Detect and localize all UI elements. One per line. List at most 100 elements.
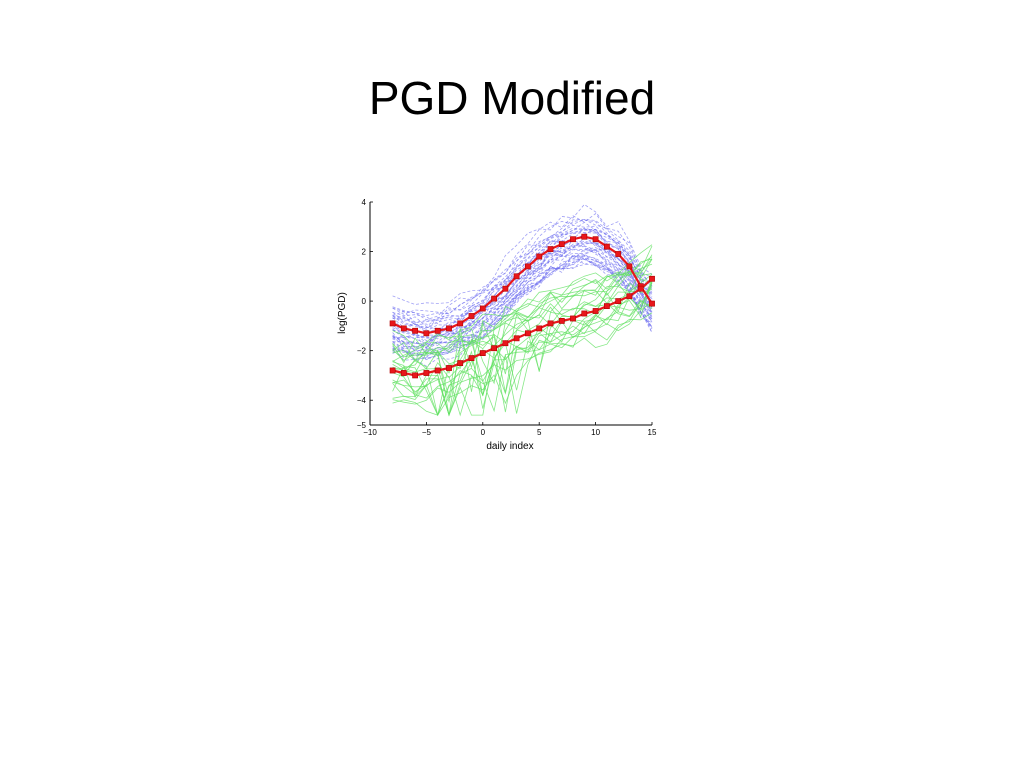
y-tick-label: −4 (357, 396, 367, 405)
x-tick-label: −10 (363, 428, 377, 437)
series-point (434, 367, 441, 374)
series-point (615, 298, 622, 304)
bundle-line (392, 263, 653, 416)
series-point (525, 330, 531, 337)
series-point (400, 325, 407, 332)
series-point (446, 365, 452, 371)
series-point (536, 253, 543, 260)
series-point (558, 318, 565, 324)
bundle-line (392, 240, 653, 342)
series-point (389, 367, 396, 374)
bundle-layer (392, 203, 653, 417)
bundle-line (392, 278, 653, 393)
mean-series-line (392, 235, 653, 335)
bundle-line (392, 249, 653, 352)
x-tick-label: 15 (648, 428, 657, 437)
bundle-line (392, 282, 653, 393)
series-point (525, 263, 531, 270)
chart-figure: −10 −5 0 5 10 15 −5 −4 −2 0 2 4 daily index log(PGD… (330, 190, 670, 460)
series-point (592, 308, 599, 314)
bundle-line (392, 244, 653, 349)
bundle-line (392, 282, 653, 417)
y-tick-label: 2 (362, 248, 367, 257)
bundle-line (392, 242, 653, 346)
x-tick-label: 10 (591, 428, 600, 437)
bundle-line (392, 219, 653, 315)
x-axis-label: daily index (486, 441, 533, 452)
series-point (491, 345, 497, 352)
y-tick-label: 4 (362, 198, 367, 207)
series-point (457, 360, 464, 366)
bundle-line (392, 281, 653, 417)
y-tick-label: −5 (357, 421, 367, 430)
bundle-line (392, 299, 653, 413)
bundle-line (392, 257, 653, 360)
series-point (649, 275, 655, 282)
bundle-line (392, 203, 653, 305)
bundle-line (392, 228, 653, 332)
series-point (491, 295, 497, 302)
bundle-line (392, 300, 653, 417)
series-point (446, 325, 452, 332)
bundle-line (392, 227, 653, 330)
bundle-line (392, 213, 653, 321)
series-point (603, 243, 610, 250)
series-point (412, 327, 418, 334)
bundle-line (392, 247, 653, 348)
bundle-line (392, 254, 653, 362)
bundle-line (392, 255, 653, 360)
series-point (547, 246, 554, 252)
series-point (468, 313, 475, 319)
bundle-line (392, 219, 653, 317)
bundle-line (392, 260, 653, 367)
series-point (637, 285, 644, 292)
x-tick-label: 0 (481, 428, 486, 437)
series-point (423, 330, 430, 337)
y-tick-label: −2 (357, 347, 367, 356)
bundle-line (392, 239, 653, 350)
series-point (457, 320, 464, 327)
series-point (434, 327, 441, 334)
series-point (592, 236, 599, 243)
series-layer (389, 233, 655, 379)
series-point (412, 372, 418, 379)
series-point (570, 315, 576, 322)
x-tick-label: 5 (537, 428, 542, 437)
series-point (603, 303, 610, 309)
bundle-line (392, 219, 653, 323)
bundle-line (392, 245, 653, 349)
series-point (400, 370, 407, 376)
x-tick-label: −5 (422, 428, 432, 437)
bundle-line (392, 301, 653, 405)
bundle-line (392, 259, 653, 369)
series-point (513, 273, 520, 280)
series-point (536, 325, 543, 332)
bundle-line (392, 242, 653, 339)
bundle-line (392, 274, 653, 416)
series-point (649, 300, 655, 307)
series-point (570, 236, 576, 243)
series-point (502, 340, 509, 347)
y-tick-label: 0 (362, 297, 367, 306)
bundle-line (392, 312, 653, 416)
series-point (581, 310, 588, 317)
series-point (423, 370, 430, 376)
series-point (615, 251, 622, 257)
series-point (389, 320, 396, 327)
bundle-line (392, 224, 653, 328)
bundle-line (392, 228, 653, 324)
series-point (626, 263, 633, 270)
bundle-line (392, 256, 653, 396)
series-point (513, 335, 520, 342)
slide-title: PGD Modified (368, 72, 656, 124)
series-point (479, 305, 486, 312)
series-point (502, 285, 509, 292)
y-axis-label: log(PGD) (337, 292, 348, 334)
series-point (468, 355, 475, 361)
series-point (547, 320, 554, 327)
series-point (626, 293, 633, 300)
series-point (581, 233, 588, 240)
